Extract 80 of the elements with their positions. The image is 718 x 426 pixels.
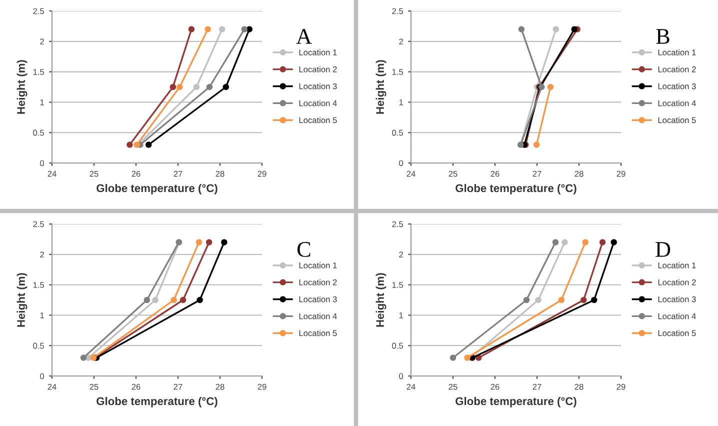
y-tick-label: 0.5 [33, 130, 44, 136]
x-tick-label: 29 [616, 384, 626, 390]
x-tick-label: 24 [406, 384, 416, 390]
text: B [656, 29, 670, 44]
legend-label: Location 5 [299, 116, 337, 124]
legend-label: Location 1 [658, 49, 696, 56]
legend-label: Location 5 [299, 330, 337, 336]
x-tick-label: 25 [448, 384, 458, 390]
y-tick-label: 0 [40, 160, 44, 166]
x-tick-label: 28 [574, 384, 584, 390]
legend-label: Location 3 [658, 296, 696, 302]
text: A [296, 29, 312, 44]
x-tick-label: 27 [532, 170, 542, 177]
legend-label: Location 4 [658, 100, 696, 106]
x-tick-label: 26 [132, 384, 140, 390]
x-tick-label: 26 [132, 170, 140, 177]
y-tick-label: 0.5 [33, 342, 44, 349]
y-tick-label: 1 [399, 99, 403, 106]
y-tick-label: 2.5 [392, 8, 404, 14]
y-axis-title: Height (m) [376, 273, 386, 327]
text: D [656, 242, 670, 257]
y-tick-label: 2.5 [33, 221, 44, 228]
x-tick-label: 27 [174, 384, 182, 390]
legend-label: Location 4 [299, 313, 337, 320]
x-axis-title: Globe temperature (°C) [456, 184, 576, 194]
x-tick-label: 29 [258, 384, 266, 390]
x-tick-label: 26 [490, 384, 500, 390]
y-tick-label: 1 [40, 99, 44, 106]
y-tick-label: 1.5 [33, 69, 44, 75]
x-axis-title: Globe temperature (°C) [96, 184, 218, 194]
y-axis-title: Height (m) [16, 273, 28, 327]
y-tick-label: 0.5 [392, 130, 404, 136]
x-axis-title: Globe temperature (°C) [96, 396, 218, 408]
y-tick-label: 1.5 [33, 282, 44, 288]
legend-label: Location 4 [299, 100, 337, 106]
y-tick-label: 2.5 [392, 221, 404, 228]
x-tick-label: 28 [216, 170, 224, 177]
legend-label: Location 1 [658, 262, 696, 268]
y-tick-label: 2.5 [33, 8, 44, 14]
y-axis-title: Height (m) [376, 60, 386, 114]
y-tick-label: 0.5 [392, 342, 404, 349]
legend-label: Location 1 [299, 262, 337, 268]
x-tick-label: 29 [616, 170, 626, 177]
y-tick-label: 1 [399, 312, 403, 318]
x-tick-label: 27 [532, 384, 542, 390]
y-tick-label: 1.5 [392, 69, 404, 75]
text: C [298, 242, 310, 257]
x-axis-title: Globe temperature (°C) [456, 396, 576, 408]
x-tick-label: 29 [258, 170, 266, 177]
legend-label: Location 2 [658, 279, 696, 286]
x-tick-label: 24 [48, 384, 56, 390]
legend-label: Location 3 [299, 83, 337, 90]
legend-label: Location 5 [658, 330, 696, 336]
x-tick-label: 28 [216, 384, 224, 390]
x-tick-label: 27 [174, 170, 182, 177]
y-axis-title: Height (m) [16, 60, 28, 114]
y-tick-label: 0 [399, 160, 404, 166]
legend-label: Location 3 [299, 296, 337, 302]
legend-label: Location 2 [299, 66, 337, 72]
y-tick-label: 2 [40, 38, 44, 44]
x-tick-label: 24 [48, 170, 56, 177]
y-tick-label: 2 [399, 38, 403, 44]
y-tick-label: 2 [399, 252, 403, 258]
y-tick-label: 2 [40, 252, 44, 258]
x-tick-label: 24 [406, 170, 416, 177]
legend-label: Location 2 [299, 279, 337, 286]
y-tick-label: 1.5 [392, 282, 404, 288]
x-tick-label: 25 [90, 384, 98, 390]
y-tick-label: 0 [40, 373, 44, 380]
legend-label: Location 5 [658, 116, 696, 124]
x-tick-label: 28 [574, 170, 584, 177]
x-tick-label: 26 [490, 170, 500, 177]
y-tick-label: 1 [40, 312, 44, 318]
legend-label: Location 1 [299, 49, 337, 56]
y-tick-label: 0 [399, 373, 404, 380]
x-tick-label: 25 [90, 170, 98, 177]
x-tick-label: 25 [448, 170, 458, 177]
legend-label: Location 2 [658, 66, 696, 72]
legend-label: Location 3 [658, 83, 696, 90]
legend-label: Location 4 [658, 313, 696, 320]
